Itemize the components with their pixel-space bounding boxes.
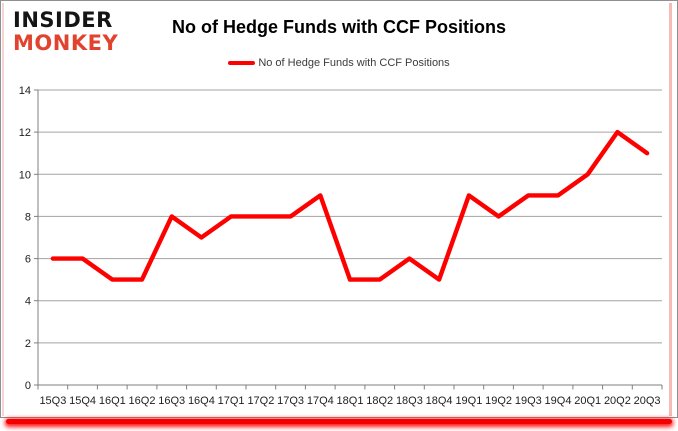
svg-text:17Q3: 17Q3 [277,395,304,407]
svg-text:19Q2: 19Q2 [485,395,512,407]
svg-text:20Q2: 20Q2 [604,395,631,407]
svg-text:15Q3: 15Q3 [39,395,66,407]
svg-text:20Q3: 20Q3 [634,395,661,407]
svg-text:6: 6 [25,254,31,266]
svg-text:16Q1: 16Q1 [99,395,126,407]
logo-text-monkey: MONKEY [13,31,119,55]
svg-text:17Q4: 17Q4 [307,395,334,407]
svg-text:14: 14 [19,85,31,97]
svg-text:12: 12 [19,127,31,139]
svg-text:16Q2: 16Q2 [129,395,156,407]
svg-text:18Q2: 18Q2 [366,395,393,407]
red-bottom-shadow [6,419,672,424]
svg-text:19Q4: 19Q4 [545,395,572,407]
svg-text:17Q1: 17Q1 [218,395,245,407]
insider-monkey-logo: INSIDER MONKEY [13,9,118,55]
chart-card [0,0,678,418]
svg-text:15Q4: 15Q4 [69,395,96,407]
svg-text:16Q4: 16Q4 [188,395,215,407]
svg-text:19Q3: 19Q3 [515,395,542,407]
chart-title: No of Hedge Funds with CCF Positions [172,17,506,37]
svg-text:16Q3: 16Q3 [158,395,185,407]
left-edge-glow [2,3,4,416]
svg-text:8: 8 [25,211,31,223]
svg-text:4: 4 [25,296,31,308]
svg-text:0: 0 [25,380,31,392]
svg-text:20Q1: 20Q1 [574,395,601,407]
legend-label: No of Hedge Funds with CCF Positions [258,57,450,69]
svg-text:10: 10 [19,169,31,181]
svg-text:17Q2: 17Q2 [247,395,274,407]
svg-text:18Q1: 18Q1 [337,395,364,407]
svg-text:18Q3: 18Q3 [396,395,423,407]
svg-text:19Q1: 19Q1 [455,395,482,407]
logo-text-insider: INSIDER [13,8,113,32]
svg-text:18Q4: 18Q4 [426,395,453,407]
chart-legend: No of Hedge Funds with CCF Positions [0,57,678,69]
svg-text:2: 2 [25,338,31,350]
right-edge-glow [669,3,672,416]
legend-line-marker [228,61,256,65]
